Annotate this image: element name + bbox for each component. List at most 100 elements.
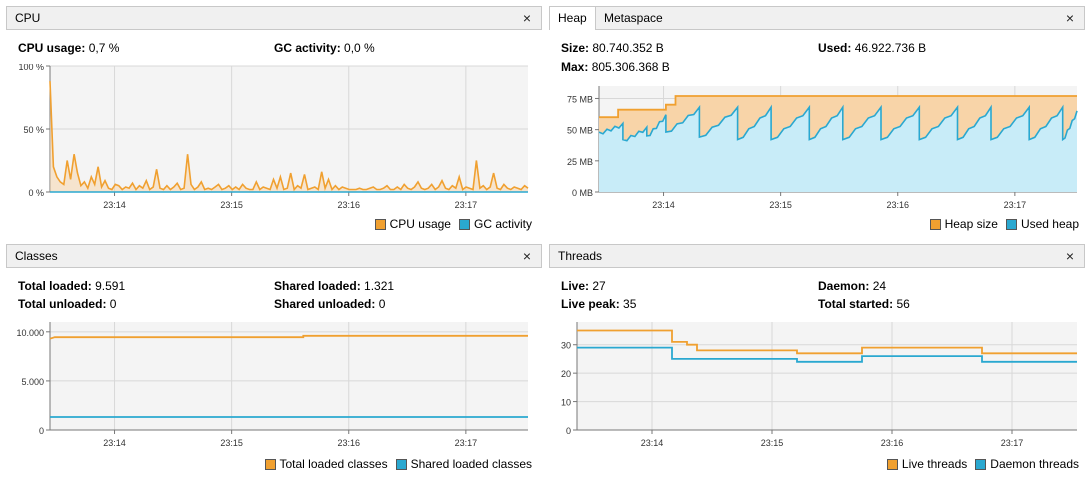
legend-live-threads: Live threads [901,457,968,471]
legend-cpu-usage: CPU usage [389,217,451,231]
legend-heap-size: Heap size [944,217,998,231]
threads-titlebar: Threads × [549,244,1085,268]
x-tick-label: 23:14 [103,438,126,448]
y-tick-label: 0 % [28,188,44,198]
plot-area [577,322,1077,430]
shared-unloaded-stat: Shared unloaded: 0 [274,297,385,311]
cpu-chart: 0 % 50 % 100 % 23:14 23:15 23:16 23:17 [18,64,529,210]
total-loaded-label: Total loaded: [18,279,92,293]
daemon-label: Daemon: [818,279,870,293]
shared-unloaded-value: 0 [378,297,386,311]
y-tick-label: 75 MB [567,94,593,104]
daemon-stat: Daemon: 24 [818,279,886,293]
live-peak-label: Live peak: [561,297,620,311]
heap-size-label: Size: [561,41,590,55]
gc-activity-value: 0,0 % [344,41,375,55]
threads-legend: Live threads Daemon threads [879,457,1079,471]
live-peak-stat: Live peak: 35 [561,297,636,311]
tab-heap[interactable]: Heap [550,7,596,30]
close-icon[interactable]: × [522,248,532,264]
y-tick-label: 20 [561,369,571,379]
gc-activity-label: GC activity: [274,41,341,55]
live-peak-value: 35 [623,297,637,311]
total-loaded-swatch [264,458,276,470]
cpu-usage-line [49,81,529,192]
y-tick-label: 25 MB [567,157,593,167]
heap-size-value: 80.740.352 B [592,41,664,55]
x-tick-label: 23:16 [337,438,360,448]
cpu-usage-value: 0,7 % [88,41,120,55]
gc-activity-stat: GC activity: 0,0 % [274,41,375,55]
total-started-value: 56 [896,297,910,311]
legend-gc-activity: GC activity [473,217,532,231]
cpu-usage-area [50,81,528,192]
cpu-legend: CPU usage GC activity [367,217,532,231]
heap-max-value: 805.306.368 B [591,60,670,74]
classes-chart: 0 5.000 10.000 23:14 23:15 23:16 23:17 [16,322,528,448]
legend-daemon-threads: Daemon threads [990,457,1079,471]
total-unloaded-stat: Total unloaded: 0 [18,297,116,311]
shared-loaded-label: Shared loaded: [274,279,361,293]
classes-panel: Classes × Total loaded: 9.591 Shared loa… [6,244,542,476]
x-tick-label: 23:17 [455,200,478,210]
x-tick-label: 23:14 [641,438,664,448]
y-tick-label: 10 [561,398,571,408]
y-tick-label: 50 % [23,125,44,135]
used-heap-swatch [1005,218,1017,230]
total-unloaded-label: Total unloaded: [18,297,107,311]
y-tick-label: 50 MB [567,126,593,136]
x-tick-label: 23:15 [761,438,784,448]
total-loaded-line [49,334,528,340]
total-loaded-value: 9.591 [95,279,126,293]
cpu-panel: CPU × CPU usage: 0,7 % GC activity: 0,0 … [6,6,542,238]
heap-max-stat: Max: 805.306.368 B [561,60,670,74]
legend-total-loaded: Total loaded classes [279,457,388,471]
heap-used-label: Used: [818,41,852,55]
close-icon[interactable]: × [522,10,532,26]
gc-activity-swatch [458,218,470,230]
heap-size-stat: Size: 80.740.352 B [561,41,664,55]
cpu-title: CPU [15,11,41,25]
x-tick-label: 23:14 [652,200,675,210]
heap-max-label: Max: [561,60,589,74]
total-started-label: Total started: [818,297,894,311]
threads-chart: 0 10 20 30 23:14 23:15 23:16 23:17 [561,322,1077,448]
x-tick-label: 23:15 [769,200,792,210]
daemon-threads-line [577,346,1077,363]
heap-size-swatch [929,218,941,230]
total-started-stat: Total started: 56 [818,297,910,311]
x-tick-label: 23:17 [1004,200,1027,210]
classes-legend: Total loaded classes Shared loaded class… [257,457,532,471]
threads-title: Threads [558,249,603,263]
y-tick-label: 0 [39,426,44,436]
heap-panel: Heap Metaspace × Size: 80.740.352 B Used… [549,6,1085,238]
live-value: 27 [592,279,606,293]
live-label: Live: [561,279,590,293]
total-unloaded-value: 0 [109,297,117,311]
shared-unloaded-label: Shared unloaded: [274,297,376,311]
shared-loaded-swatch [395,458,407,470]
x-tick-label: 23:16 [337,200,360,210]
heap-chart: 0 MB 25 MB 50 MB 75 MB 23:14 23:15 23:16 23:17 [567,86,1078,210]
daemon-threads-swatch [975,458,987,470]
heap-size-line [599,95,1077,119]
x-tick-label: 23:15 [220,200,243,210]
x-tick-label: 23:16 [881,438,904,448]
tab-metaspace[interactable]: Metaspace [604,11,663,25]
shared-loaded-stat: Shared loaded: 1.321 [274,279,394,293]
classes-title: Classes [15,249,58,263]
y-tick-label: 100 % [18,64,44,72]
used-heap-line [598,104,1078,142]
total-loaded-stat: Total loaded: 9.591 [18,279,125,293]
classes-titlebar: Classes × [6,244,542,268]
y-tick-label: 0 MB [572,188,593,198]
close-icon[interactable]: × [1065,248,1075,264]
y-tick-label: 0 [566,426,571,436]
y-tick-label: 5.000 [21,377,44,387]
close-icon[interactable]: × [1065,10,1075,26]
legend-used-heap: Used heap [1020,217,1079,231]
x-tick-label: 23:16 [886,200,909,210]
live-threads-line [577,329,1077,355]
cpu-titlebar: CPU × [6,6,542,30]
threads-panel: Threads × Live: 27 Daemon: 24 Live peak:… [549,244,1085,476]
